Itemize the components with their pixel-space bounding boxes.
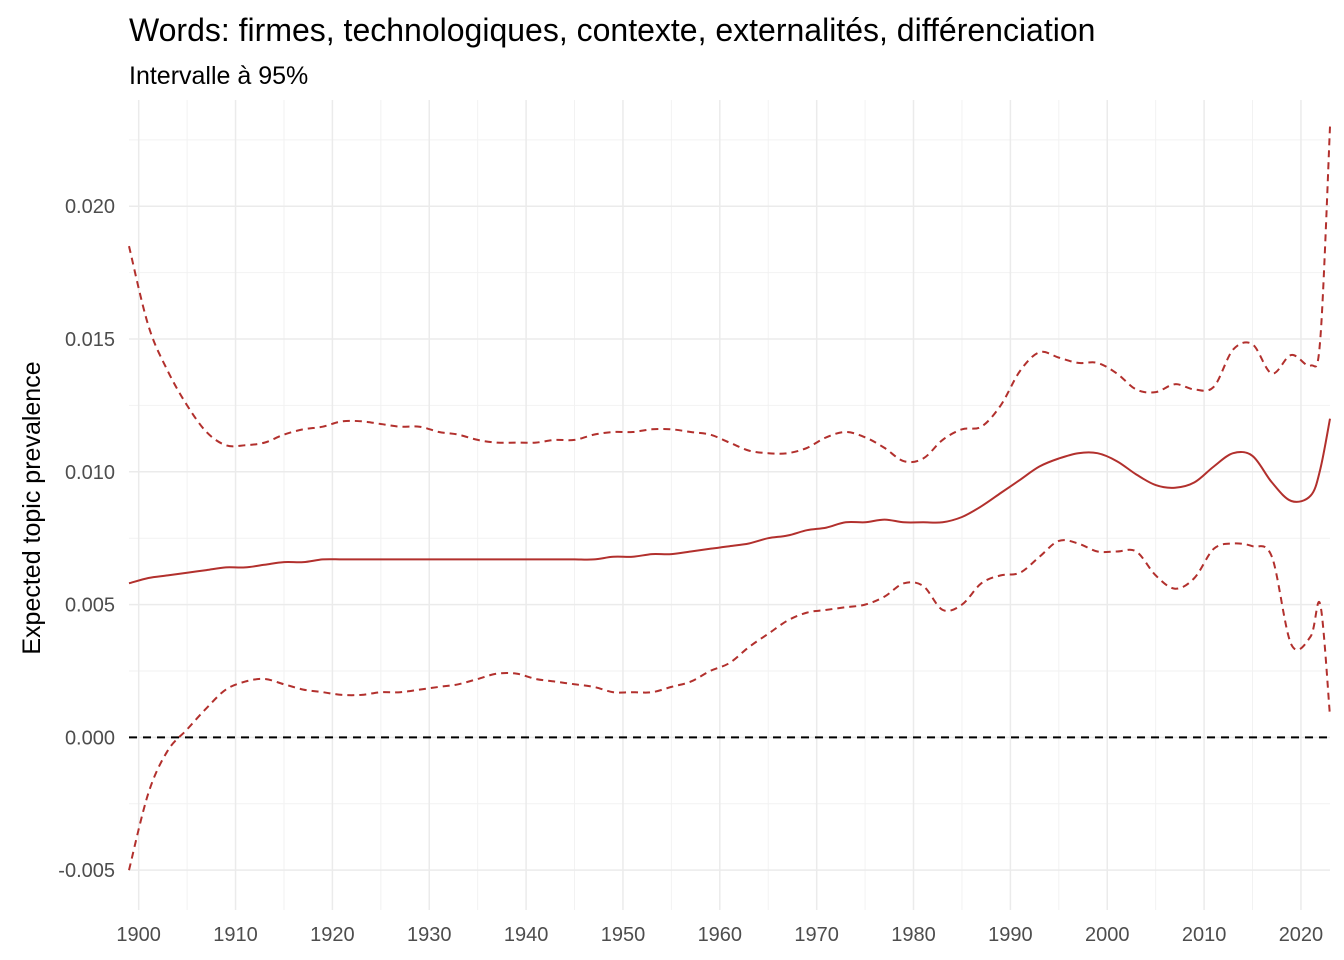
y-tick-label: 0.015 bbox=[65, 329, 115, 351]
series-layer bbox=[128, 126, 1331, 871]
grid-major bbox=[129, 100, 1330, 910]
x-tick-label: 1900 bbox=[116, 924, 161, 946]
y-axis-ticks: -0.005 0.000 0.005 0.010 0.015 0.020 bbox=[58, 196, 115, 882]
x-tick-label: 2010 bbox=[1182, 924, 1227, 946]
y-tick-label: -0.005 bbox=[58, 860, 115, 882]
y-tick-label: 0.000 bbox=[65, 727, 115, 749]
x-tick-label: 1950 bbox=[601, 924, 646, 946]
x-tick-label: 1910 bbox=[213, 924, 258, 946]
series-mean-line bbox=[128, 418, 1331, 585]
y-tick-label: 0.010 bbox=[65, 462, 115, 484]
y-axis-label: Expected topic prevalence bbox=[18, 361, 46, 654]
grid-minor bbox=[129, 100, 1330, 910]
x-axis-ticks: 1900 1910 1920 1930 1940 1950 1960 1970 1980 1990… bbox=[116, 924, 1323, 946]
x-tick-label: 1980 bbox=[891, 924, 936, 946]
chart-title: Words: firmes, technologiques, contexte,… bbox=[129, 12, 1095, 48]
x-tick-label: 1920 bbox=[310, 924, 355, 946]
chart-subtitle: Intervalle à 95% bbox=[129, 62, 308, 90]
x-tick-label: 1940 bbox=[504, 924, 549, 946]
x-tick-label: 1990 bbox=[988, 924, 1033, 946]
x-tick-label: 1930 bbox=[407, 924, 452, 946]
y-tick-label: 0.020 bbox=[65, 196, 115, 218]
series-lower-ci-line bbox=[128, 539, 1331, 871]
x-tick-label: 2000 bbox=[1085, 924, 1130, 946]
x-tick-label: 2020 bbox=[1279, 924, 1324, 946]
x-tick-label: 1960 bbox=[698, 924, 743, 946]
series-upper-ci-line bbox=[128, 126, 1331, 464]
x-tick-label: 1970 bbox=[794, 924, 839, 946]
y-tick-label: 0.005 bbox=[65, 595, 115, 617]
